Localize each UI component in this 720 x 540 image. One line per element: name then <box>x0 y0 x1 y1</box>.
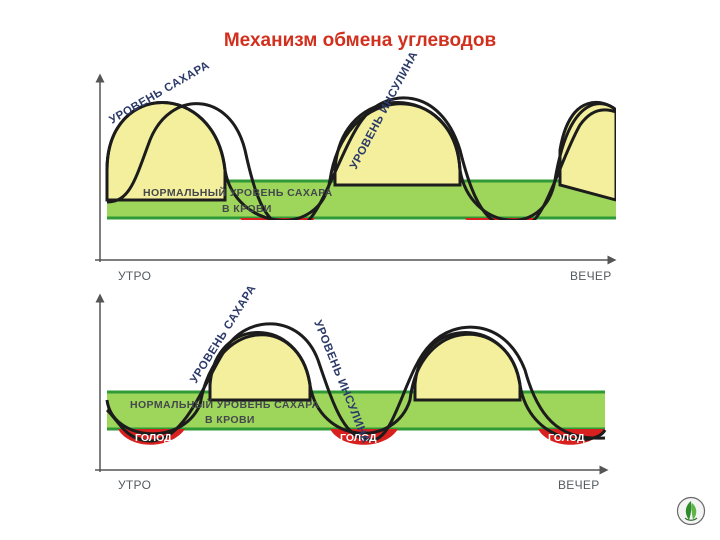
page-title: Механизм обмена углеводов <box>223 30 497 51</box>
normal-zone-label-2: В КРОВИ <box>222 203 272 215</box>
hunger-label: ГОЛОД <box>135 432 172 444</box>
normal-zone-label: НОРМАЛЬНЫЙ УРОВЕНЬ САХАРА <box>130 398 320 411</box>
hunger-label: ГОЛОД <box>340 432 377 444</box>
hunger-label: ГОЛОД <box>477 221 514 233</box>
x-label-end: ВЕЧЕР <box>558 478 600 492</box>
x-label-start: УТРО <box>118 478 151 492</box>
hunger-label: ГОЛОД <box>548 432 585 444</box>
top-panel: НОРМАЛЬНЫЙ УРОВЕНЬ САХАРА В КРОВИ ГОЛОД … <box>95 49 617 283</box>
normal-zone-label-2: В КРОВИ <box>205 414 255 426</box>
leaf-logo-icon <box>676 496 706 526</box>
hunger-label: ГОЛОД <box>252 221 289 233</box>
insulin-curve <box>106 96 616 220</box>
insulin-curve <box>105 322 606 443</box>
x-label-end: ВЕЧЕР <box>570 269 612 283</box>
x-label-start: УТРО <box>118 269 151 283</box>
hunger-zone <box>330 429 398 445</box>
bottom-panel: НОРМАЛЬНЫЙ УРОВЕНЬ САХАРА В КРОВИ ГОЛОД … <box>95 283 609 492</box>
sugar-curve <box>105 332 607 442</box>
normal-zone-label: НОРМАЛЬНЫЙ УРОВЕНЬ САХАРА <box>143 186 333 199</box>
